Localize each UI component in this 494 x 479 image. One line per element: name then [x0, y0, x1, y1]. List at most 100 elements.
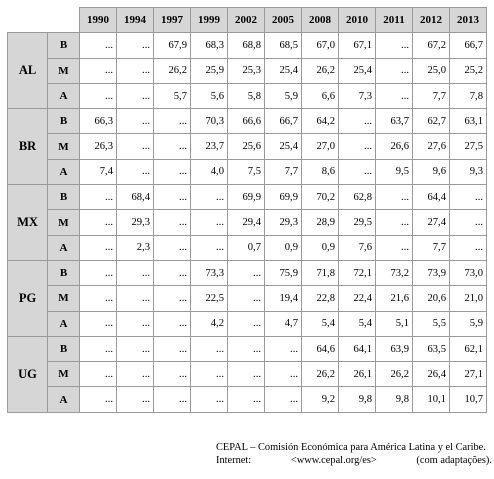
value-cell: 66,6 [227, 108, 265, 135]
value-cell: ... [153, 335, 191, 363]
value-cell: 9,6 [412, 158, 450, 186]
value-cell: ... [79, 82, 117, 110]
value-cell: 66,7 [449, 32, 487, 59]
value-cell: ... [153, 158, 191, 186]
table-row: M... 29,3...... 29,4 29,3 28,9 29,5... 27,4... [8, 209, 487, 236]
value-cell: 10,7 [449, 386, 487, 413]
level-label: A [47, 386, 80, 413]
value-cell: 63,9 [375, 335, 413, 363]
value-cell: 63,7 [375, 108, 413, 135]
value-cell: ... [153, 310, 191, 337]
value-cell: 73,2 [375, 259, 413, 287]
value-cell: 26,4 [412, 361, 450, 388]
value-cell: 9,8 [338, 386, 376, 413]
value-cell: ... [227, 386, 265, 413]
value-cell: 20,6 [412, 285, 450, 312]
value-cell: 7,7 [264, 158, 302, 186]
value-cell: 7,8 [449, 82, 487, 110]
value-cell: 21,0 [449, 285, 487, 312]
value-cell: 73,0 [449, 259, 487, 287]
value-cell: 64,4 [412, 184, 450, 211]
value-cell: 22,4 [338, 285, 376, 312]
value-cell: ... [153, 234, 191, 261]
value-cell: ... [227, 259, 265, 287]
value-cell: 19,4 [264, 285, 302, 312]
table-row: UG B.................. 64,6 64,1 63,9 63,5 62,… [7, 335, 487, 413]
source-url: <www.cepal.org/es> [290, 455, 377, 466]
value-cell: ... [375, 57, 413, 84]
value-cell: ... [264, 335, 302, 363]
value-cell: 22,8 [301, 285, 339, 312]
header-row: 1990 1994 1997 1999 2002 2005 2008 2010 2011 2012… [7, 6, 487, 34]
year-header: 2012 [412, 6, 450, 34]
value-cell: ... [190, 184, 228, 211]
value-cell: 64,1 [338, 335, 376, 363]
value-cell: 10,1 [412, 386, 450, 413]
level-label: M [47, 133, 80, 160]
value-cell: 67,9 [153, 32, 191, 59]
value-cell: 4,0 [190, 158, 228, 186]
value-cell: ... [116, 386, 154, 413]
table-row: M.................. 26,2 26,1 26,2 26,4 27,1 [8, 361, 487, 388]
value-cell: ... [116, 259, 154, 287]
value-cell: 66,7 [264, 108, 302, 135]
level-label: M [47, 361, 80, 388]
value-cell: 73,3 [190, 259, 228, 287]
value-cell: 25,0 [412, 57, 450, 84]
level-label: B [47, 184, 80, 211]
value-cell: 63,5 [412, 335, 450, 363]
value-cell: 9,5 [375, 158, 413, 186]
value-cell: 27,4 [412, 209, 450, 236]
level-label: B [47, 108, 80, 135]
value-cell: ... [116, 108, 154, 135]
value-cell: 67,1 [338, 32, 376, 59]
level-label: B [47, 259, 80, 287]
country-label: PG [7, 259, 48, 337]
value-cell: ... [264, 386, 302, 413]
value-cell: 63,1 [449, 108, 487, 135]
value-cell: 68,5 [264, 32, 302, 59]
value-cell: ... [264, 361, 302, 388]
value-cell: ... [227, 361, 265, 388]
value-cell: 4,2 [190, 310, 228, 337]
value-cell: 66,3 [79, 108, 117, 135]
value-cell: ... [79, 335, 117, 363]
value-cell: 2,3 [116, 234, 154, 261]
value-cell: ... [79, 386, 117, 413]
value-cell: ... [79, 234, 117, 261]
value-cell: 64,2 [301, 108, 339, 135]
value-cell: ... [79, 285, 117, 312]
value-cell: ... [190, 234, 228, 261]
value-cell: ... [116, 32, 154, 59]
value-cell: 29,4 [227, 209, 265, 236]
value-cell: 70,2 [301, 184, 339, 211]
value-cell: 28,9 [301, 209, 339, 236]
value-cell: ... [79, 57, 117, 84]
value-cell: ... [116, 82, 154, 110]
value-cell: 26,2 [375, 361, 413, 388]
value-cell: ... [190, 209, 228, 236]
value-cell: 29,3 [116, 209, 154, 236]
year-header: 1994 [116, 6, 154, 34]
value-cell: 26,2 [301, 57, 339, 84]
country-label: UG [7, 335, 48, 413]
value-cell: ... [79, 209, 117, 236]
table-row: M...... 26,2 25,9 25,3 25,4 26,2 25,4... 25,0 25… [8, 57, 487, 84]
value-cell: 27,1 [449, 361, 487, 388]
value-cell: 22,5 [190, 285, 228, 312]
value-cell: ... [375, 32, 413, 59]
source-adaptation-note: (com adaptações). [416, 455, 492, 466]
source-note: CEPAL – Comisión Económica para América … [216, 441, 492, 467]
value-cell: ... [375, 234, 413, 261]
value-cell: ... [227, 335, 265, 363]
value-cell: 23,7 [190, 133, 228, 160]
year-header: 2008 [301, 6, 339, 34]
value-cell: 5,9 [449, 310, 487, 337]
year-header: 2013 [449, 6, 487, 34]
table-row: AL B...... 67,9 68,3 68,8 68,5 67,0 67,1... 67,2… [7, 32, 487, 110]
value-cell: ... [449, 234, 487, 261]
value-cell: 7,5 [227, 158, 265, 186]
value-cell: ... [116, 335, 154, 363]
value-cell: ... [449, 184, 487, 211]
value-cell: 9,8 [375, 386, 413, 413]
